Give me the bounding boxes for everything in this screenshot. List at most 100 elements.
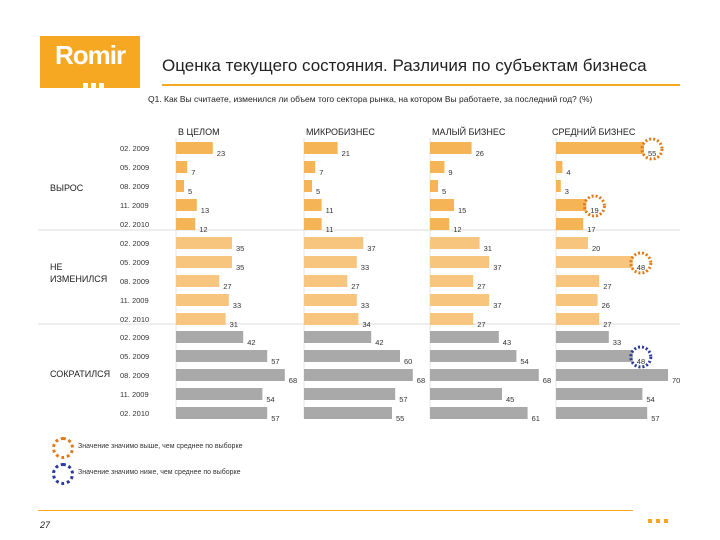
data-label: 5 [188,187,192,196]
legend-lower-icon [52,463,74,485]
data-label: 27 [351,282,359,291]
legend-higher-icon [52,437,74,459]
bar [176,350,268,362]
period-label: 02. 2009 [120,239,149,248]
data-label: 48 [637,357,645,366]
bar [556,350,633,362]
column-header-2: МИКРОБИЗНЕС [306,127,375,137]
bar [304,369,413,381]
data-label: 33 [613,338,621,347]
data-label: 35 [236,263,244,272]
period-label: 08. 2009 [120,371,149,380]
data-label: 11 [326,225,334,234]
data-label: 26 [602,301,610,310]
bar [304,313,359,325]
group-label-1: ВЫРОС [50,183,84,193]
data-label: 54 [266,395,274,404]
significantly-higher-marker [640,137,664,161]
column-header-1: В ЦЕЛОМ [178,127,220,137]
page-number: 27 [40,520,51,530]
data-label: 42 [375,338,383,347]
question-text: Q1. Как Вы считаете, изменился ли объем … [148,94,593,104]
period-label: 02. 2010 [120,409,149,418]
legend-lower-text: Значение значимо ниже, чем среднее по вы… [78,469,241,476]
romir-logo: Romir [40,36,140,88]
data-label: 5 [316,187,320,196]
bar [176,142,213,154]
period-label: 11. 2009 [120,390,149,399]
data-label: 54 [646,395,654,404]
data-label: 57 [271,357,279,366]
data-label: 13 [201,206,209,215]
data-label: 12 [453,225,461,234]
bar [430,142,472,154]
bar [176,256,232,268]
column-header-3: МАЛЫЙ БИЗНЕС [432,126,506,137]
data-label: 55 [396,414,404,423]
data-label: 17 [587,225,595,234]
bar [430,388,502,400]
data-label: 4 [566,168,570,177]
bar [176,369,285,381]
data-label: 34 [362,320,370,329]
bar [304,350,400,362]
data-label: 68 [289,376,297,385]
data-label: 7 [319,168,323,177]
bar [430,407,528,419]
data-label: 68 [417,376,425,385]
bar [176,294,229,306]
data-label: 27 [603,282,611,291]
bar [430,237,480,249]
significantly-lower-marker [629,345,653,369]
data-label: 15 [458,206,466,215]
period-label: 02. 2009 [120,333,149,342]
data-label: 33 [233,301,241,310]
data-label: 21 [342,149,350,158]
bar [556,313,600,325]
bar [556,180,561,192]
bar [304,161,316,173]
footer-rule [38,510,633,511]
column-header-4: СРЕДНИЙ БИЗНЕС [552,126,636,137]
data-label: 9 [448,168,452,177]
data-label: 54 [520,357,528,366]
period-label: 08. 2009 [120,277,149,286]
bar [430,180,438,192]
bar [176,331,244,343]
bar [430,256,490,268]
data-label: 48 [637,263,645,272]
bar [556,142,644,154]
bar [176,237,232,249]
data-label: 37 [493,301,501,310]
data-label: 5 [442,187,446,196]
bar [176,407,268,419]
data-label: 27 [603,320,611,329]
bar [304,388,396,400]
group-label-2-line-1: НЕ [50,262,63,272]
data-label: 26 [476,149,484,158]
data-label: 23 [217,149,225,158]
bar [304,218,322,230]
data-label: 70 [672,376,680,385]
bar [304,180,312,192]
period-label: 02. 2010 [120,315,149,324]
bar [556,218,584,230]
period-label: 08. 2009 [120,182,149,191]
data-label: 43 [503,338,511,347]
group-label-2-line-2: ИЗМЕНИЛСЯ [50,274,107,284]
bar [176,199,197,211]
data-label: 27 [477,320,485,329]
bar [430,350,517,362]
data-label: 20 [592,244,600,253]
significantly-higher-marker [582,194,606,218]
bar [176,180,184,192]
bar [556,256,633,268]
bar [176,275,220,287]
footer-dots [648,510,672,528]
bar [304,256,357,268]
data-label: 3 [565,187,569,196]
data-label: 7 [191,168,195,177]
legend-higher-text: Значение значимо выше, чем среднее по вы… [78,443,243,450]
data-label: 60 [404,357,412,366]
data-label: 61 [532,414,540,423]
